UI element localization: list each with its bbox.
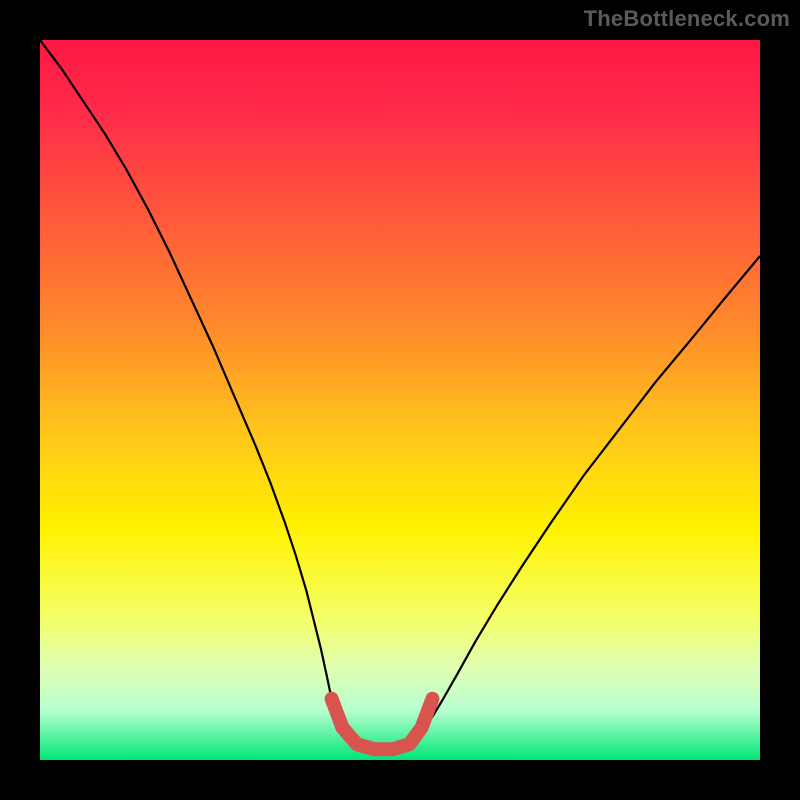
- chart-canvas: [0, 0, 800, 800]
- bottleneck-chart: TheBottleneck.com: [0, 0, 800, 800]
- gradient-background: [40, 40, 760, 760]
- watermark-text: TheBottleneck.com: [584, 6, 790, 32]
